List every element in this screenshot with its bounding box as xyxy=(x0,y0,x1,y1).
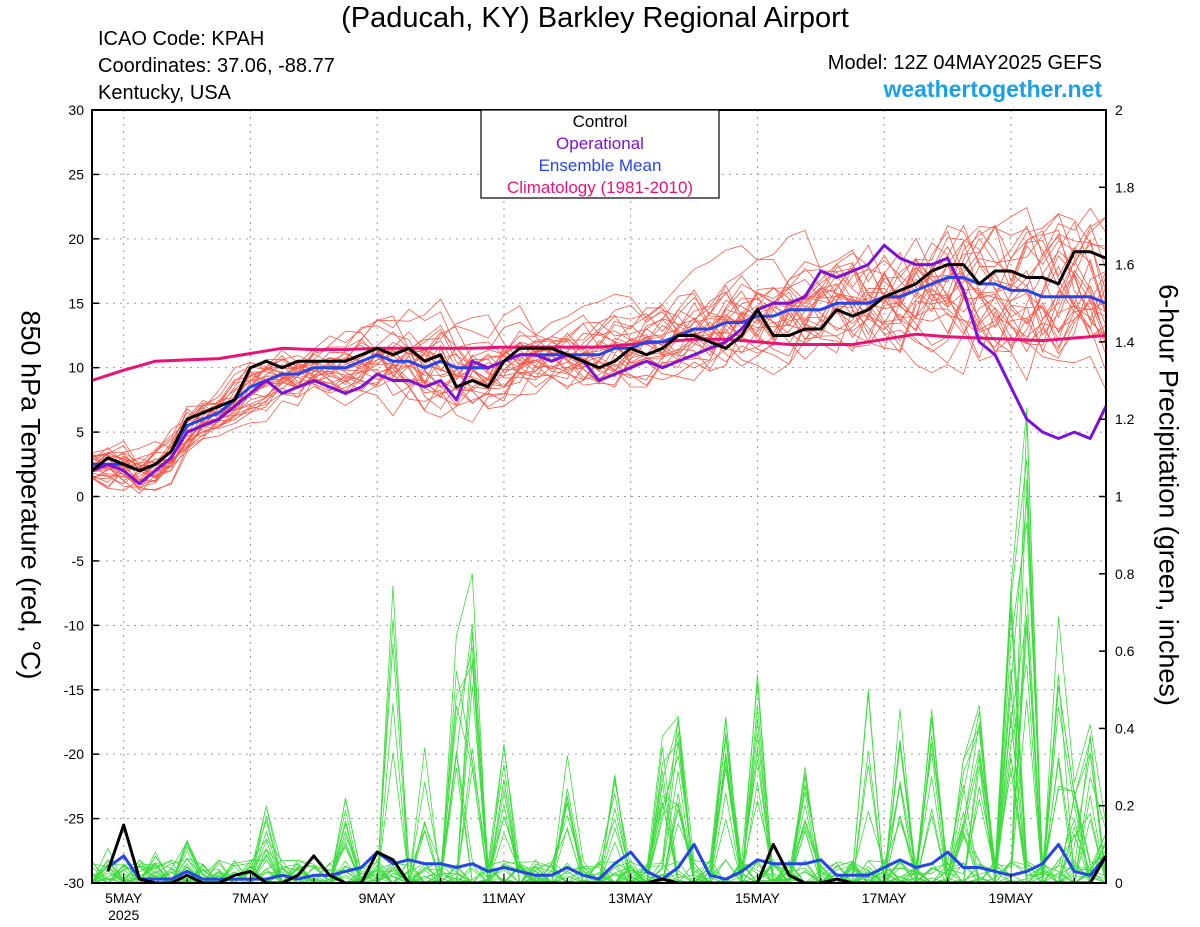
ensemble-member-precip-line xyxy=(92,662,1106,883)
ensemble-member-precip-line xyxy=(92,606,1106,883)
y-tick-label: -15 xyxy=(64,682,84,698)
legend-entry: Control xyxy=(573,112,628,131)
x-tick-label: 7MAY xyxy=(232,890,270,906)
x-tick-label: 13MAY xyxy=(608,890,654,906)
y2-tick-label: 2 xyxy=(1115,102,1123,118)
y2-tick-label: 0 xyxy=(1115,875,1123,891)
ensemble-member-temp-line xyxy=(92,264,1106,485)
ensemble-member-precip-line xyxy=(92,458,1106,883)
ensemble-member-temp-line xyxy=(92,207,1106,488)
ensemble-member-precip-line xyxy=(92,689,1106,883)
y2-tick-label: 0.8 xyxy=(1115,566,1135,582)
x-tick-sublabel: 2025 xyxy=(108,907,139,923)
chart-title: (Paducah, KY) Barkley Regional Airport xyxy=(341,2,849,34)
icao-code: ICAO Code: KPAH xyxy=(98,28,265,50)
y2-tick-label: 1 xyxy=(1115,489,1123,505)
ensemble-member-temp-line xyxy=(92,229,1106,491)
y2-tick-label: 0.4 xyxy=(1115,720,1135,736)
operational-temperature-line xyxy=(92,243,1106,486)
control-temperature-line xyxy=(92,250,1106,473)
ensemble-member-temp-line xyxy=(92,254,1106,486)
ensemble-member-precip-line xyxy=(92,618,1106,883)
x-tick-label: 15MAY xyxy=(735,890,781,906)
ensemble-member-temp-line xyxy=(92,272,1106,481)
climatology-1981-2010-temperature-line xyxy=(92,332,1106,382)
ensemble-mean-precipitation-line xyxy=(106,842,1106,881)
ensemble-member-precip-line xyxy=(92,714,1106,883)
ensemble-member-precip-line xyxy=(92,407,1106,883)
y-tick-label: 0 xyxy=(76,489,84,505)
y-tick-label: 25 xyxy=(68,166,84,182)
x-tick-label: 11MAY xyxy=(482,890,526,906)
ensemble-member-precip-line xyxy=(92,478,1106,883)
ensemble-member-precip-line xyxy=(92,496,1106,883)
legend-entry: Climatology (1981-2010) xyxy=(507,178,693,197)
y2-tick-label: 0.6 xyxy=(1115,643,1135,659)
y2-tick-label: 1.6 xyxy=(1115,257,1135,273)
ensemble-member-temp-line xyxy=(92,238,1106,490)
ensemble-member-precip-line xyxy=(92,658,1106,883)
region: Kentucky, USA xyxy=(98,82,232,104)
legend-entry: Operational xyxy=(556,134,644,153)
x-tick-label: 5MAY xyxy=(105,890,143,906)
ensemble-member-temp-line xyxy=(92,259,1106,472)
ensemble-member-precip-line xyxy=(92,704,1106,883)
y-tick-label: -30 xyxy=(64,875,84,891)
y2-tick-label: 1.8 xyxy=(1115,179,1135,195)
ensemble-member-precip-line xyxy=(92,735,1106,883)
ensemble-member-precip-line xyxy=(92,739,1106,883)
coordinates: Coordinates: 37.06, -88.77 xyxy=(98,55,335,77)
ensemble-member-temp-line xyxy=(92,262,1106,471)
y2-tick-label: 1.4 xyxy=(1115,334,1135,350)
legend-entry: Ensemble Mean xyxy=(539,156,662,175)
ensemble-member-precip-line xyxy=(92,522,1106,883)
ensemble-member-precip-line xyxy=(92,612,1106,883)
model-run: Model: 12Z 04MAY2025 GEFS xyxy=(827,52,1102,74)
x-tick-label: 9MAY xyxy=(359,890,397,906)
y2-tick-label: 1.2 xyxy=(1115,411,1135,427)
ensemble-member-precip-line xyxy=(92,699,1106,883)
ensemble-member-precip-line xyxy=(92,664,1106,883)
ensemble-mean-temperature-line xyxy=(92,276,1106,473)
ensemble-member-temp-line xyxy=(92,223,1106,466)
ensemble-member-precip-line xyxy=(92,614,1106,883)
y-tick-label: 5 xyxy=(76,424,84,440)
y-tick-label: -10 xyxy=(64,617,84,633)
y-tick-label: -5 xyxy=(72,553,85,569)
ensemble-member-precip-line xyxy=(92,416,1106,883)
y-tick-label: -20 xyxy=(64,746,84,762)
y-tick-label: 20 xyxy=(68,231,84,247)
y-tick-label: 15 xyxy=(68,295,84,311)
ensemble-member-temp-line xyxy=(92,225,1106,483)
y-tick-label: 10 xyxy=(68,360,84,376)
y2-tick-label: 0.2 xyxy=(1115,798,1135,814)
ensemble-member-precip-line xyxy=(92,618,1106,883)
site-link[interactable]: weathertogether.net xyxy=(883,76,1102,102)
ensemble-member-precip-line xyxy=(92,717,1106,883)
legend-box xyxy=(480,109,720,199)
x-tick-label: 19MAY xyxy=(989,890,1035,906)
ensemble-member-temp-line xyxy=(92,235,1106,494)
y-tick-label: 30 xyxy=(68,102,84,118)
y-tick-label: -25 xyxy=(64,811,84,827)
ensemble-member-temp-line xyxy=(92,229,1106,483)
x-tick-label: 17MAY xyxy=(862,890,908,906)
